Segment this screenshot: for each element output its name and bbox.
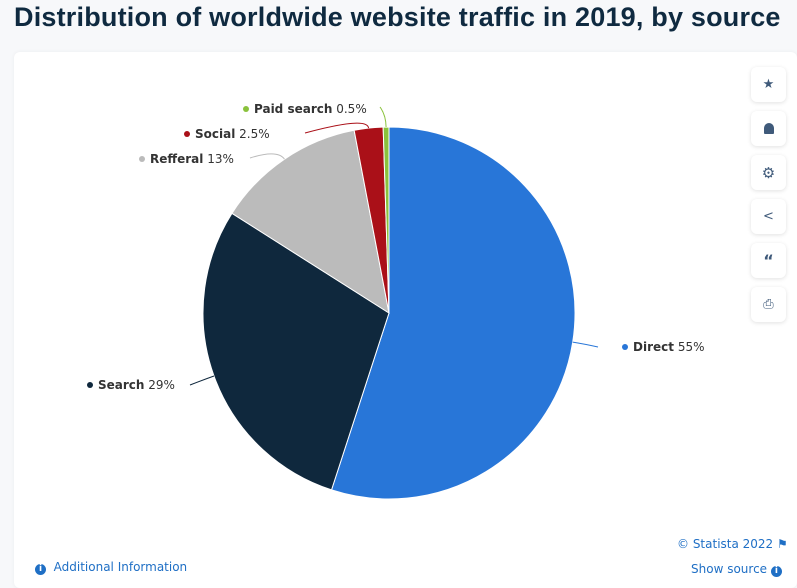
favorite-button[interactable]: ★	[751, 67, 786, 102]
legend-dot	[184, 131, 190, 137]
print-icon: ⎙	[763, 297, 774, 312]
additional-information-link[interactable]: i Additional Information	[35, 560, 187, 575]
show-source-link[interactable]: Show source i	[691, 562, 782, 577]
connector-line	[572, 341, 599, 348]
share-icon: <	[763, 209, 774, 224]
notification-button[interactable]	[751, 111, 786, 146]
label-paid-search: Paid search 0.5%	[243, 102, 367, 116]
connector-line	[189, 375, 215, 386]
settings-button[interactable]: ⚙	[751, 155, 786, 190]
label-refferal: Refferal 13%	[139, 152, 234, 166]
pie-slice-refferal[interactable]	[231, 129, 390, 315]
connector-line	[304, 122, 370, 134]
share-button[interactable]: <	[751, 199, 786, 234]
info-icon: i	[35, 564, 46, 575]
label-direct: Direct 55%	[622, 340, 704, 354]
connector-line	[379, 106, 387, 128]
gear-icon: ⚙	[761, 163, 776, 182]
legend-dot	[139, 156, 145, 162]
legend-dot	[622, 344, 628, 350]
star-icon: ★	[762, 77, 775, 92]
connector-line	[249, 153, 285, 160]
legend-dot	[87, 382, 93, 388]
flag-icon: ⚑	[777, 537, 788, 551]
pie-slice-direct[interactable]	[330, 126, 576, 500]
label-search: Search 29%	[87, 378, 175, 392]
cite-button[interactable]: “	[751, 243, 786, 278]
pie-slice-paid-search[interactable]	[382, 126, 390, 314]
chart-title: Distribution of worldwide website traffi…	[14, 2, 781, 32]
statista-copyright[interactable]: © Statista 2022 ⚑	[677, 537, 788, 551]
legend-dot	[243, 106, 249, 112]
print-button[interactable]: ⎙	[751, 287, 786, 322]
bell-icon	[763, 123, 774, 134]
quote-icon: “	[763, 251, 774, 270]
info-icon: i	[770, 566, 782, 577]
label-social: Social 2.5%	[184, 127, 270, 141]
